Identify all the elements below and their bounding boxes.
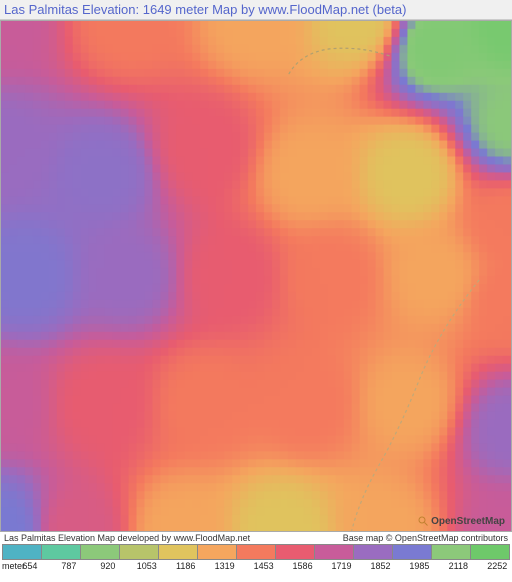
elevation-raster	[1, 21, 511, 531]
elevation-map-container: Las Palmitas Elevation: 1649 meter Map b…	[0, 0, 512, 582]
legend-swatches	[2, 544, 510, 560]
legend-tick: 1586	[293, 561, 313, 571]
legend-labels: meter 6547879201053118613191453158617191…	[2, 560, 510, 574]
legend-tick: 787	[61, 561, 76, 571]
legend-swatch	[392, 544, 431, 560]
magnifier-icon	[417, 515, 429, 527]
legend-swatch	[431, 544, 470, 560]
elevation-legend: meter 6547879201053118613191453158617191…	[0, 544, 512, 582]
legend-swatch	[2, 544, 41, 560]
legend-swatch	[236, 544, 275, 560]
legend-tick: 654	[22, 561, 37, 571]
legend-tick: 1319	[215, 561, 235, 571]
credits-row: Las Palmitas Elevation Map developed by …	[0, 532, 512, 544]
legend-tick: 1985	[409, 561, 429, 571]
legend-tick: 1719	[331, 561, 351, 571]
credits-right: Base map © OpenStreetMap contributors	[343, 533, 508, 543]
map-title: Las Palmitas Elevation: 1649 meter Map b…	[0, 0, 512, 20]
legend-swatch	[158, 544, 197, 560]
credits-left: Las Palmitas Elevation Map developed by …	[4, 533, 250, 543]
legend-swatch	[275, 544, 314, 560]
legend-swatch	[353, 544, 392, 560]
legend-tick: 920	[100, 561, 115, 571]
legend-tick: 2118	[449, 561, 468, 571]
legend-swatch	[197, 544, 236, 560]
legend-swatch	[314, 544, 353, 560]
legend-tick: 1053	[137, 561, 157, 571]
watermark-text: OpenStreetMap	[431, 516, 505, 527]
legend-swatch	[470, 544, 510, 560]
legend-swatch	[80, 544, 119, 560]
legend-swatch	[41, 544, 80, 560]
legend-tick: 1186	[176, 561, 195, 571]
legend-swatch	[119, 544, 158, 560]
legend-tick: 2252	[487, 561, 507, 571]
legend-tick: 1453	[254, 561, 274, 571]
map-viewport[interactable]: OpenStreetMap	[0, 20, 512, 532]
osm-watermark: OpenStreetMap	[417, 515, 505, 527]
legend-tick: 1852	[370, 561, 390, 571]
